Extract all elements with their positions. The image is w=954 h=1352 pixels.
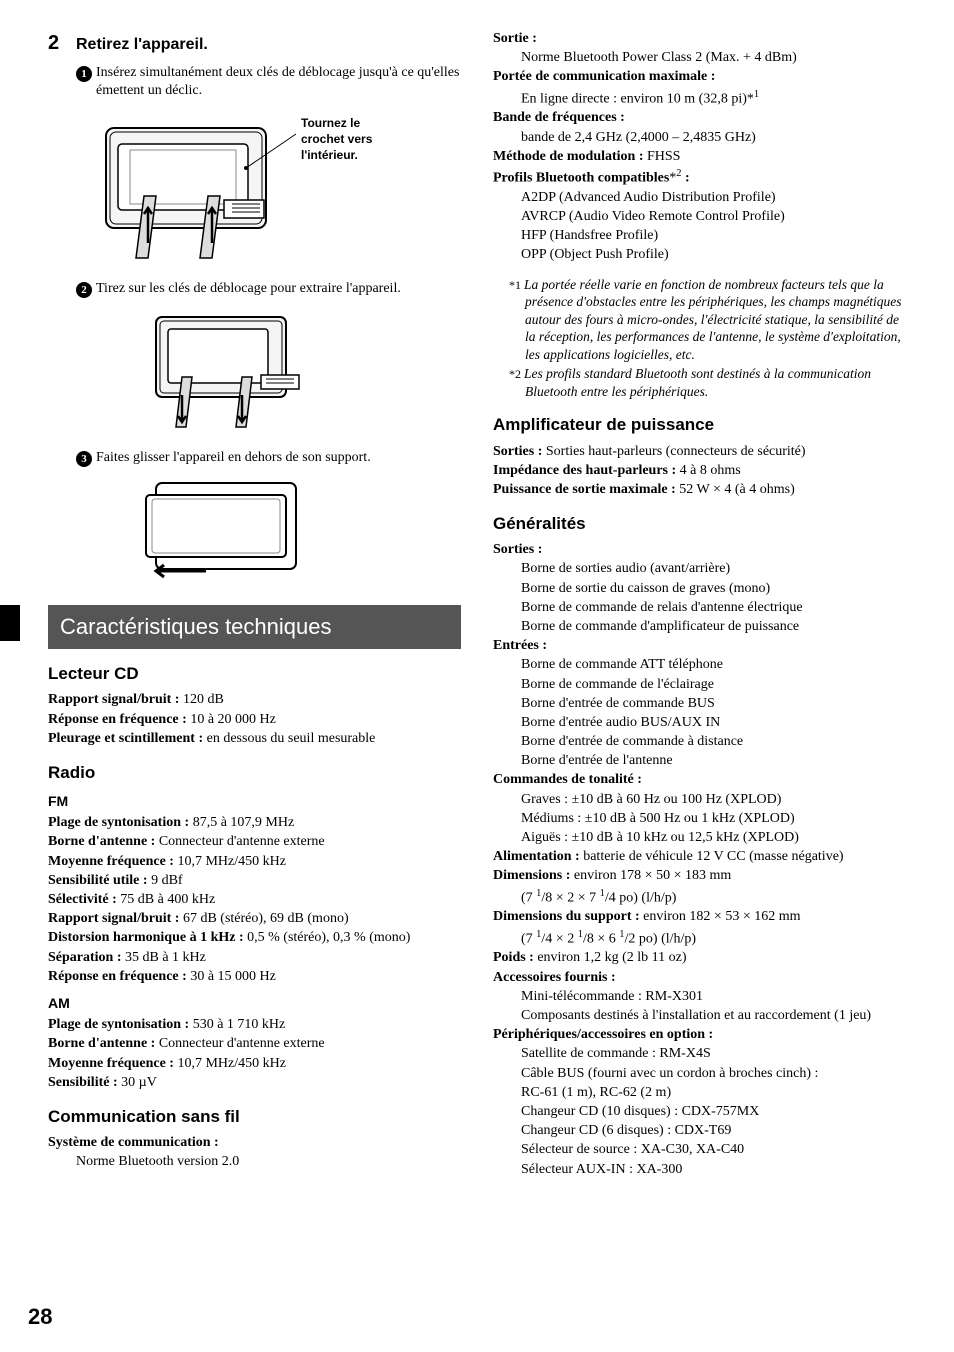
gen-opt6: Sélecteur de source : XA-C30, XA-C40 [521,1141,906,1159]
gen-acc-l: Accessoires fournis : [493,969,906,987]
gen-opt1: Satellite de commande : RM-X4S [521,1045,906,1063]
am-ant: Borne d'antenne : Connecteur d'antenne e… [48,1035,461,1053]
gen-tone-l: Commandes de tonalité : [493,771,906,789]
gen-in3: Borne d'entrée de commande BUS [521,695,906,713]
wireless-sys-l: Système de communication : [48,1134,461,1152]
substep-2-text: Tirez sur les clés de déblocage pour ext… [96,280,401,298]
gen-power: Alimentation : batterie de véhicule 12 V… [493,848,906,866]
footnote-1: *1 La portée réelle varie en fonction de… [509,276,906,364]
diagram-1: Tournez le crochet vers l'intérieur. [96,108,461,268]
right-column: Sortie : Norme Bluetooth Power Class 2 (… [493,30,906,1180]
bt-p1: A2DP (Advanced Audio Distribution Profil… [521,189,906,207]
section-tab [0,605,20,641]
circled-3-icon: 3 [76,451,92,467]
circled-1-icon: 1 [76,66,92,82]
gen-tone1: Graves : ±10 dB à 60 Hz ou 100 Hz (XPLOD… [521,791,906,809]
radio-heading: Radio [48,762,461,784]
gen-opt7: Sélecteur AUX-IN : XA-300 [521,1161,906,1179]
am-sens: Sensibilité : 30 µV [48,1074,461,1092]
gen-opt2: Câble BUS (fourni avec un cordon à broch… [521,1065,906,1083]
cd-wow: Pleurage et scintillement : en dessous d… [48,730,461,748]
step-number: 2 [48,30,76,56]
fm-heading: FM [48,792,461,810]
bt-p3: HFP (Handsfree Profile) [521,227,906,245]
am-range: Plage de syntonisation : 530 à 1 710 kHz [48,1016,461,1034]
circled-2-icon: 2 [76,282,92,298]
gen-out2: Borne de sortie du caisson de graves (mo… [521,580,906,598]
substep-3: 3 Faites glisser l'appareil en dehors de… [76,449,461,467]
gen-out-l: Sorties : [493,541,906,559]
gen-mass: Poids : environ 1,2 kg (2 lb 11 oz) [493,949,906,967]
amp-heading: Amplificateur de puissance [493,414,906,436]
gen-heading: Généralités [493,513,906,535]
fm-if: Moyenne fréquence : 10,7 MHz/450 kHz [48,853,461,871]
bt-output-v: Norme Bluetooth Power Class 2 (Max. + 4 … [521,49,906,67]
gen-in5: Borne d'entrée de commande à distance [521,733,906,751]
gen-in6: Borne d'entrée de l'antenne [521,752,906,770]
gen-opt4: Changeur CD (10 disques) : CDX-757MX [521,1103,906,1121]
gen-opt5: Changeur CD (6 disques) : CDX-T69 [521,1122,906,1140]
gen-dim2: (7 1/8 × 2 × 7 1/4 po) (l/h/p) [521,887,906,908]
fm-thd: Distorsion harmonique à 1 kHz : 0,5 % (s… [48,929,461,947]
step-title: Retirez l'appareil. [76,35,208,56]
fm-sel: Sélectivité : 75 dB à 400 kHz [48,891,461,909]
amp-imp: Impédance des haut-parleurs : 4 à 8 ohms [493,462,906,480]
gen-tone2: Médiums : ±10 dB à 500 Hz ou 1 kHz (XPLO… [521,810,906,828]
fm-sens: Sensibilité utile : 9 dBf [48,872,461,890]
diagram-3 [96,475,461,585]
gen-dim: Dimensions : environ 178 × 50 × 183 mm [493,867,906,885]
bt-band-l: Bande de fréquences : [493,109,906,127]
substep-2: 2 Tirez sur les clés de déblocage pour e… [76,280,461,298]
bt-p4: OPP (Object Push Profile) [521,246,906,264]
bt-range-v: En ligne directe : environ 10 m (32,8 pi… [521,88,906,109]
gen-acc1: Mini-télécommande : RM-X301 [521,988,906,1006]
gen-mdim: Dimensions du support : environ 182 × 53… [493,908,906,926]
amp-pow: Puissance de sortie maximale : 52 W × 4 … [493,481,906,499]
gen-out4: Borne de commande d'amplificateur de pui… [521,618,906,636]
fm-sep: Séparation : 35 dB à 1 kHz [48,949,461,967]
substep-1: 1 Insérez simultanément deux clés de déb… [76,64,461,100]
cd-heading: Lecteur CD [48,663,461,685]
gen-mdim2: (7 1/4 × 2 1/8 × 6 1/2 po) (l/h/p) [521,928,906,949]
bt-output-l: Sortie : [493,30,906,48]
page-columns: 2 Retirez l'appareil. 1 Insérez simultan… [48,30,906,1180]
gen-in2: Borne de commande de l'éclairage [521,676,906,694]
bt-band-v: bande de 2,4 GHz (2,4000 – 2,4835 GHz) [521,129,906,147]
step-header: 2 Retirez l'appareil. [48,30,461,56]
gen-out1: Borne de sorties audio (avant/arrière) [521,560,906,578]
page-number: 28 [28,1303,52,1332]
am-heading: AM [48,994,461,1012]
gen-out3: Borne de commande de relais d'antenne él… [521,599,906,617]
left-column: 2 Retirez l'appareil. 1 Insérez simultan… [48,30,461,1180]
gen-tone3: Aiguës : ±10 dB à 10 kHz ou 12,5 kHz (XP… [521,829,906,847]
bt-p2: AVRCP (Audio Video Remote Control Profil… [521,208,906,226]
diagram-1-caption: Tournez le crochet vers l'intérieur. [301,116,396,163]
gen-in4: Borne d'entrée audio BUS/AUX IN [521,714,906,732]
fm-freq: Réponse en fréquence : 30 à 15 000 Hz [48,968,461,986]
footnote-2: *2 Les profils standard Bluetooth sont d… [509,365,906,400]
substep-1-text: Insérez simultanément deux clés de déblo… [96,64,461,100]
diagram-2 [96,307,461,437]
substep-3-text: Faites glisser l'appareil en dehors de s… [96,449,371,467]
fm-range: Plage de syntonisation : 87,5 à 107,9 MH… [48,814,461,832]
gen-in1: Borne de commande ATT téléphone [521,656,906,674]
cd-snr: Rapport signal/bruit : 120 dB [48,691,461,709]
bt-range-l: Portée de communication maximale : [493,68,906,86]
gen-opt-l: Périphériques/accessoires en option : [493,1026,906,1044]
am-if: Moyenne fréquence : 10,7 MHz/450 kHz [48,1055,461,1073]
cd-freq: Réponse en fréquence : 10 à 20 000 Hz [48,711,461,729]
section-banner: Caractéristiques techniques [48,605,461,650]
gen-opt3: RC-61 (1 m), RC-62 (2 m) [521,1084,906,1102]
amp-out: Sorties : Sorties haut-parleurs (connect… [493,443,906,461]
fm-snr: Rapport signal/bruit : 67 dB (stéréo), 6… [48,910,461,928]
bt-mod: Méthode de modulation : FHSS [493,148,906,166]
fm-ant: Borne d'antenne : Connecteur d'antenne e… [48,833,461,851]
bt-profiles-l: Profils Bluetooth compatibles*2 : [493,167,906,188]
wireless-heading: Communication sans fil [48,1106,461,1128]
wireless-sys-v: Norme Bluetooth version 2.0 [76,1153,461,1171]
gen-in-l: Entrées : [493,637,906,655]
gen-acc2: Composants destinés à l'installation et … [521,1007,906,1025]
